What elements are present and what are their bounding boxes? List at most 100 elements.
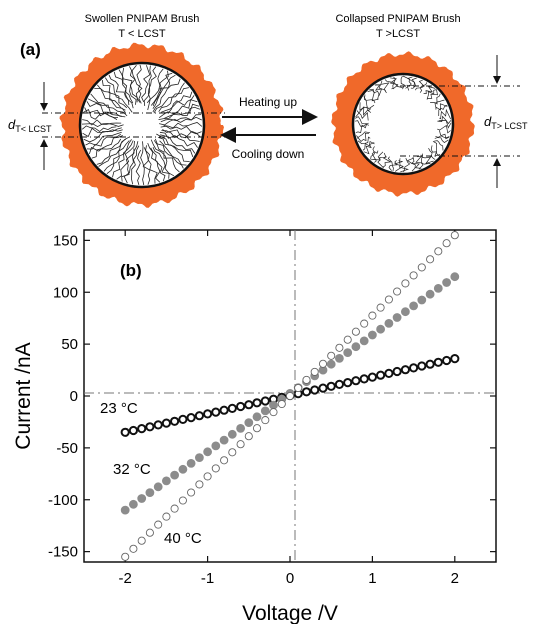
panel-b-label: (b) <box>120 261 142 280</box>
collapsed-d-label: dT> LCST <box>484 114 528 131</box>
series-1-point <box>244 418 254 427</box>
series-2-point <box>211 464 220 473</box>
series-0-point <box>203 409 213 419</box>
series-2-point <box>261 416 270 425</box>
collapsed-dimension <box>400 55 520 188</box>
series-0-point <box>128 425 138 436</box>
series-1-point <box>211 441 221 451</box>
x-tick-label: 2 <box>451 570 459 587</box>
series-2-point <box>351 327 360 336</box>
series-0-point <box>211 407 221 417</box>
series-2-point <box>277 399 286 409</box>
series-0-point <box>384 368 394 378</box>
series-1-point <box>351 342 361 352</box>
series-0-point <box>425 359 435 369</box>
collapsed-d-subscript: T> LCST <box>491 121 528 131</box>
series-1-point <box>384 318 394 328</box>
y-tick-label: 150 <box>53 232 78 249</box>
series-2-point <box>220 456 229 465</box>
y-axis-title: Current /nA <box>12 342 35 449</box>
series-1-point <box>153 482 163 492</box>
swollen-d-symbol: d <box>8 117 16 132</box>
series-2-point <box>384 295 393 304</box>
series-0-point <box>450 354 460 364</box>
series-1-point <box>409 301 418 311</box>
x-tick-label: -2 <box>119 570 132 587</box>
series-0-point <box>409 363 419 373</box>
series-1-point <box>186 458 196 468</box>
series-1-point <box>343 348 353 357</box>
series-2-point <box>302 375 311 384</box>
transition-arrows <box>220 109 318 143</box>
y-tick-label: 100 <box>53 284 78 301</box>
y-tick-label: -100 <box>48 492 78 509</box>
x-axis-ticks: -2 -1 0 1 2 <box>119 230 459 587</box>
series-2-point <box>162 512 171 521</box>
series-2-point <box>335 343 344 352</box>
series-2-point <box>252 424 262 433</box>
series-2-point <box>368 311 377 320</box>
y-tick-label: -150 <box>48 544 78 561</box>
x-axis-title: Voltage /V <box>242 602 338 624</box>
swollen-brush-title: Swollen PNIPAM Brush <box>85 13 200 25</box>
series-2-point <box>187 488 196 497</box>
series-1-point <box>161 476 171 486</box>
series-0-point <box>219 405 229 415</box>
series-0-point <box>161 418 171 428</box>
heating-label: Heating up <box>239 95 297 109</box>
data-markers <box>120 231 460 561</box>
series-2-point <box>327 351 336 360</box>
series-2-point <box>236 440 245 449</box>
series-0-point <box>236 401 246 412</box>
series-0-point <box>137 424 147 434</box>
series-2-point <box>318 359 328 368</box>
series-1-point <box>178 464 188 474</box>
swollen-d-label: dT< LCST <box>8 117 52 134</box>
collapsed-brush-title: Collapsed PNIPAM Brush <box>335 13 460 25</box>
swollen-d-subscript: T< LCST <box>15 124 52 134</box>
y-tick-label: -50 <box>56 440 78 457</box>
series-1-point <box>334 353 344 363</box>
series-2-point <box>178 496 187 505</box>
series-1-point <box>326 359 336 369</box>
series-0-point <box>351 376 361 386</box>
series-2-point <box>401 279 410 288</box>
series-1-point <box>170 470 179 480</box>
series-2-point <box>244 432 253 441</box>
series-1-point <box>450 272 460 282</box>
series-0-point <box>153 420 163 430</box>
collapsed-pore-interior <box>351 72 455 176</box>
series-2-point <box>170 504 179 513</box>
x-tick-label: 0 <box>286 570 294 587</box>
series-0-point <box>301 387 312 397</box>
y-tick-label: 0 <box>70 388 78 405</box>
series-1-point <box>219 435 229 445</box>
series-2-point <box>426 255 435 264</box>
series-0-point <box>400 365 410 375</box>
series-1-point <box>260 406 270 416</box>
series-1-point <box>433 283 443 293</box>
series-0-point <box>170 416 180 426</box>
series-1-point <box>400 307 410 317</box>
series-0-point <box>244 400 254 410</box>
series-1-point <box>376 324 385 334</box>
series-0-point <box>194 411 204 421</box>
series-2-point <box>129 544 138 553</box>
series-2-point <box>228 448 237 457</box>
series-2-point <box>409 271 418 280</box>
series-0-point <box>376 370 386 380</box>
series-2-point <box>434 247 443 256</box>
series-1-point <box>442 278 451 287</box>
series-1-point <box>137 494 147 503</box>
panel-b: -2 -1 0 1 2 -150 -100 -50 0 50 100 150 (b) 23 °C 3… <box>12 229 497 624</box>
series-0-point <box>326 381 336 391</box>
series-2-point <box>442 239 451 248</box>
series-0-point <box>186 413 196 423</box>
series-0-point <box>145 422 155 432</box>
series-2-point <box>285 391 295 401</box>
swollen-brush-condition: T < LCST <box>118 28 165 40</box>
series-2-point <box>203 472 212 481</box>
collapsed-brush-condition: T >LCST <box>376 28 420 40</box>
y-axis-ticks: -150 -100 -50 0 50 100 150 <box>48 232 496 561</box>
